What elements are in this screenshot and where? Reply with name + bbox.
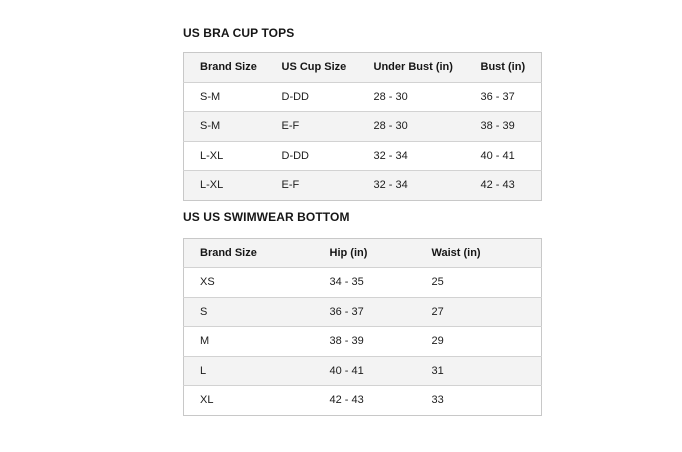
size-chart-content: US BRA CUP TOPS Brand Size US Cup Size Und…: [183, 26, 542, 416]
column-header: Hip (in): [313, 238, 416, 268]
table-cell: 38 - 39: [464, 111, 542, 142]
column-header: Brand Size: [183, 238, 314, 268]
column-header: Bust (in): [464, 52, 542, 83]
table-row: S-M D-DD 28 - 30 36 - 37: [183, 82, 542, 112]
column-header: Brand Size: [183, 52, 266, 83]
column-header: Under Bust (in): [357, 52, 465, 83]
table-cell: 40 - 41: [464, 141, 542, 171]
table-cell: 33: [415, 385, 542, 415]
table-cell: E-F: [265, 170, 358, 200]
table-cell: 36 - 37: [464, 82, 542, 112]
swimwear-bottom-title: US US SWIMWEAR BOTTOM: [183, 209, 350, 224]
table-cell: M: [183, 326, 314, 357]
table-row: XS 34 - 35 25: [183, 267, 542, 298]
table-row: M 38 - 39 29: [183, 326, 542, 357]
table-cell: D-DD: [265, 141, 358, 171]
table-cell: 42 - 43: [313, 385, 416, 415]
column-header: Waist (in): [415, 238, 542, 268]
table-cell: 42 - 43: [464, 170, 542, 200]
bra-cup-tops-title: US BRA CUP TOPS: [183, 26, 295, 40]
table-cell: 34 - 35: [313, 267, 416, 298]
table-row: L 40 - 41 31: [183, 356, 542, 386]
table-cell: XL: [183, 385, 314, 415]
table-cell: 25: [415, 267, 542, 298]
table-cell: XS: [183, 267, 314, 298]
table-cell: 28 - 30: [357, 111, 465, 142]
table-row: S-M E-F 28 - 30 38 - 39: [183, 111, 542, 142]
table-cell: 32 - 34: [357, 170, 465, 200]
table-cell: S-M: [183, 82, 266, 112]
column-header: US Cup Size: [265, 52, 358, 83]
table-cell: 32 - 34: [357, 141, 465, 171]
table-row: L-XL E-F 32 - 34 42 - 43: [183, 170, 542, 200]
table-row: L-XL D-DD 32 - 34 40 - 41: [183, 141, 542, 171]
table-row: XL 42 - 43 33: [183, 385, 542, 415]
header-row: Brand Size US Cup Size Under Bust (in) Bust…: [183, 52, 542, 83]
header-row: Brand Size Hip (in) Waist (in): [183, 238, 542, 268]
table-cell: 28 - 30: [357, 82, 465, 112]
table-cell: 40 - 41: [313, 356, 416, 386]
table-cell: 31: [415, 356, 542, 386]
table-cell: L-XL: [183, 170, 266, 200]
table-cell: 36 - 37: [313, 297, 416, 327]
swimwear-bottom-table: Brand Size Hip (in) Waist (in) XS 34 - 35 25…: [183, 237, 542, 416]
table-cell: S: [183, 297, 314, 327]
table-cell: S-M: [183, 111, 266, 142]
table-cell: 29: [415, 326, 542, 357]
table-cell: L-XL: [183, 141, 266, 171]
table-cell: L: [183, 356, 314, 386]
table-cell: D-DD: [265, 82, 358, 112]
table-row: S 36 - 37 27: [183, 297, 542, 327]
table-cell: 27: [415, 297, 542, 327]
table-cell: 38 - 39: [313, 326, 416, 357]
table-cell: E-F: [265, 111, 358, 142]
bra-cup-tops-table: Brand Size US Cup Size Under Bust (in) Bust…: [183, 52, 542, 201]
